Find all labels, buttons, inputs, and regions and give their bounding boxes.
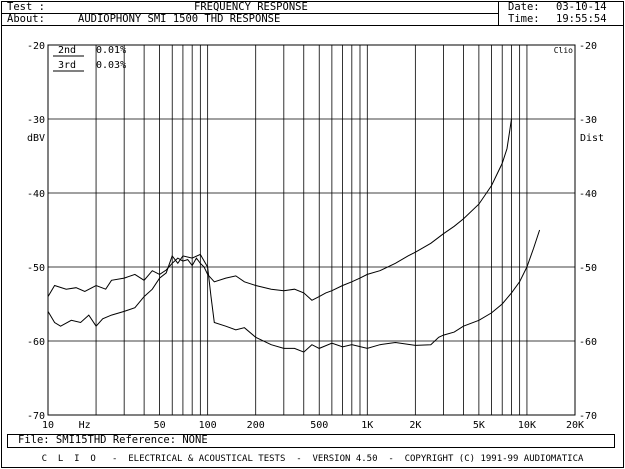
about-text: AUDIOPHONY SMI 1500 THD RESPONSE	[78, 13, 281, 25]
y-tick-label-left: -60	[27, 337, 45, 348]
y-tick-label-left: -30	[27, 115, 45, 126]
legend-value-2nd: 0.01%	[96, 45, 126, 56]
x-tick-label: 10	[42, 420, 54, 431]
y-tick-label-right: -40	[579, 189, 597, 200]
y-tick-label-left: -20	[27, 41, 45, 52]
x-tick-label: 5K	[473, 420, 485, 431]
y-tick-label-left: -50	[27, 263, 45, 274]
file-bar: File: SMI15THD Reference: NONE	[7, 434, 615, 448]
y-tick-label-right: -20	[579, 41, 597, 52]
y-axis-label-right: Dist	[580, 133, 604, 144]
y-tick-label-right: -30	[579, 115, 597, 126]
legend-name-3rd: 3rd	[58, 60, 76, 71]
x-tick-label: Hz	[79, 420, 91, 431]
header-divider	[1, 25, 623, 26]
header-mid-divider	[1, 13, 498, 14]
date-value: 03-10-14	[556, 1, 607, 13]
about-label: About:	[7, 13, 45, 25]
x-tick-label: 200	[247, 420, 265, 431]
date-label: Date:	[508, 1, 540, 13]
x-tick-label: 2K	[409, 420, 421, 431]
x-tick-label: 10K	[518, 420, 536, 431]
test-label: Test :	[7, 1, 45, 13]
plot-border	[47, 44, 576, 416]
y-tick-label-right: -70	[579, 411, 597, 422]
file-text: File: SMI15THD Reference: NONE	[18, 434, 208, 446]
x-tick-label: 1K	[361, 420, 373, 431]
header-vertical-divider	[498, 1, 499, 26]
series-line-2nd	[47, 118, 512, 301]
x-tick-label: 20K	[566, 420, 584, 431]
footer-text: C L I O - ELECTRICAL & ACOUSTICAL TESTS …	[41, 454, 584, 464]
x-tick-label: 500	[310, 420, 328, 431]
series-line-3rd	[47, 229, 541, 353]
legend-value-3rd: 0.03%	[96, 60, 126, 71]
legend-name-2nd: 2nd	[58, 45, 76, 56]
time-value: 19:55:54	[556, 13, 607, 25]
x-tick-label: 100	[199, 420, 217, 431]
brand-label: Clio	[554, 46, 573, 55]
y-tick-label-right: -60	[579, 337, 597, 348]
page-title: FREQUENCY RESPONSE	[194, 1, 308, 13]
y-tick-label-right: -50	[579, 263, 597, 274]
x-tick-label: 50	[154, 420, 166, 431]
y-axis-label-left: dBV	[27, 133, 45, 144]
y-tick-label-left: -70	[27, 411, 45, 422]
time-label: Time:	[508, 13, 540, 25]
y-tick-label-left: -40	[27, 189, 45, 200]
